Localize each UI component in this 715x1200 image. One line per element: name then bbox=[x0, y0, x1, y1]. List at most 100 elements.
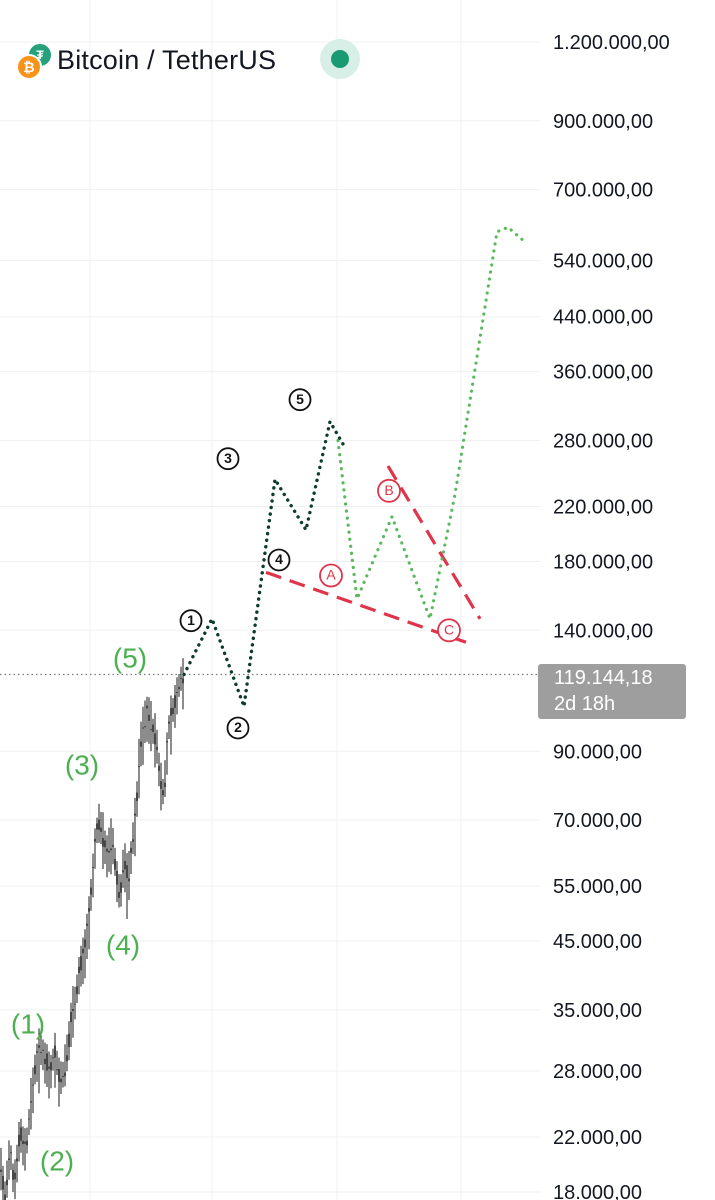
market-status-indicator[interactable] bbox=[320, 39, 360, 79]
historic-wave-label: (4) bbox=[106, 930, 140, 961]
candle-body bbox=[124, 860, 126, 870]
candle-body bbox=[154, 733, 156, 745]
candle-body bbox=[84, 939, 86, 948]
pair-logo: ₮ ₿ bbox=[14, 40, 54, 80]
candle-body bbox=[28, 1118, 30, 1120]
candle-body bbox=[54, 1045, 56, 1058]
candle-body bbox=[150, 729, 152, 731]
candle-body bbox=[100, 827, 102, 832]
last-price-value: 119.144,18 bbox=[554, 667, 653, 689]
candle-body bbox=[2, 1176, 4, 1190]
historic-wave-label: (2) bbox=[40, 1146, 74, 1177]
candle-body bbox=[112, 844, 114, 847]
correction-label: C bbox=[444, 622, 454, 638]
price-tick-label: 540.000,00 bbox=[553, 251, 653, 273]
candle-body bbox=[78, 966, 80, 973]
price-tick-label: 440.000,00 bbox=[553, 307, 653, 329]
price-tick-label: 140.000,00 bbox=[553, 620, 653, 642]
historic-wave-label: (5) bbox=[113, 643, 147, 674]
price-tick-label: 1.200.000,00 bbox=[553, 32, 670, 54]
correction-label-circle bbox=[319, 563, 343, 588]
price-tick-label: 18.000,00 bbox=[553, 1182, 642, 1200]
candle-body bbox=[24, 1141, 26, 1144]
correction-label: A bbox=[326, 567, 336, 583]
candle-body bbox=[130, 847, 132, 853]
wave-label-circle bbox=[267, 548, 291, 572]
candle-body bbox=[162, 790, 164, 796]
candle-body bbox=[144, 726, 146, 728]
candle-body bbox=[82, 948, 84, 954]
wave-label-circle bbox=[288, 388, 312, 412]
candle-body bbox=[76, 986, 78, 995]
candle-body bbox=[106, 848, 108, 852]
wave-label: 2 bbox=[234, 719, 242, 735]
symbol-header[interactable]: ₮ ₿ Bitcoin / TetherUS bbox=[14, 38, 276, 82]
wave-label-circle bbox=[179, 609, 203, 633]
correction-label: B bbox=[384, 482, 393, 498]
candle-body bbox=[148, 714, 150, 721]
wave-label-circle bbox=[226, 716, 250, 740]
candle-body bbox=[104, 840, 106, 848]
candle-body bbox=[108, 850, 110, 853]
candle-body bbox=[0, 1169, 2, 1172]
bitcoin-icon: ₿ bbox=[16, 54, 42, 80]
price-tick-label: 700.000,00 bbox=[553, 180, 653, 202]
candle-body bbox=[22, 1140, 24, 1145]
candle-body bbox=[120, 882, 122, 893]
wave-label: 3 bbox=[224, 450, 232, 466]
candle-body bbox=[98, 819, 100, 830]
candle-body bbox=[12, 1170, 14, 1180]
candle-body bbox=[70, 1012, 72, 1023]
candle-body bbox=[146, 705, 148, 709]
wave-label-circle bbox=[216, 447, 240, 471]
wave-labels: (5) (3) (4) (1) (2) 1 2 3 4 5 A B C bbox=[11, 388, 461, 1177]
candle-body bbox=[48, 1066, 50, 1069]
price-tick-label: 900.000,00 bbox=[553, 111, 653, 133]
candle-body bbox=[182, 678, 184, 684]
candle-body bbox=[10, 1152, 12, 1154]
candle-body bbox=[46, 1053, 48, 1071]
price-tick-label: 35.000,00 bbox=[553, 1000, 642, 1022]
last-price-tag: 119.144,18 2d 18h bbox=[538, 664, 686, 719]
candle-body bbox=[66, 1055, 68, 1062]
candle-body bbox=[4, 1194, 6, 1200]
candle-body bbox=[140, 741, 142, 747]
candle-body bbox=[110, 848, 112, 851]
candle-body bbox=[14, 1172, 16, 1180]
candle-body bbox=[114, 859, 116, 870]
projection-impulse-path bbox=[182, 419, 347, 709]
corrective-trendline bbox=[386, 465, 482, 620]
projection-layer bbox=[182, 225, 526, 709]
corrective-trendline bbox=[265, 570, 467, 644]
candle-body bbox=[136, 792, 138, 802]
price-axis: 1.200.000,00 900.000,00 700.000,00 540.000,… bbox=[553, 32, 670, 1200]
candle-body bbox=[20, 1127, 22, 1141]
candle-body bbox=[102, 838, 104, 847]
price-tick-label: 28.000,00 bbox=[553, 1061, 642, 1083]
candle-body bbox=[142, 727, 144, 729]
candle-body bbox=[158, 765, 160, 771]
candle-body bbox=[50, 1062, 52, 1071]
wave-label: 5 bbox=[296, 391, 304, 407]
price-tick-label: 70.000,00 bbox=[553, 810, 642, 832]
candle-body bbox=[8, 1158, 10, 1161]
candle-body bbox=[74, 1003, 76, 1005]
candle-body bbox=[138, 766, 140, 768]
candle-body bbox=[60, 1078, 62, 1083]
candle-body bbox=[40, 1052, 42, 1054]
candle-body bbox=[58, 1068, 60, 1082]
candle-body bbox=[6, 1179, 8, 1186]
candle-body bbox=[168, 721, 170, 724]
candle-body bbox=[166, 741, 168, 743]
candle-body bbox=[34, 1065, 36, 1075]
candle-body bbox=[156, 746, 158, 750]
candle-body bbox=[126, 865, 128, 879]
price-tick-label: 22.000,00 bbox=[553, 1127, 642, 1149]
wave-label: 4 bbox=[275, 551, 283, 567]
candle-body bbox=[64, 1072, 66, 1077]
price-tick-label: 55.000,00 bbox=[553, 876, 642, 898]
candle-body bbox=[26, 1140, 28, 1146]
chart-grid bbox=[0, 0, 540, 1200]
candle-body bbox=[164, 782, 166, 788]
